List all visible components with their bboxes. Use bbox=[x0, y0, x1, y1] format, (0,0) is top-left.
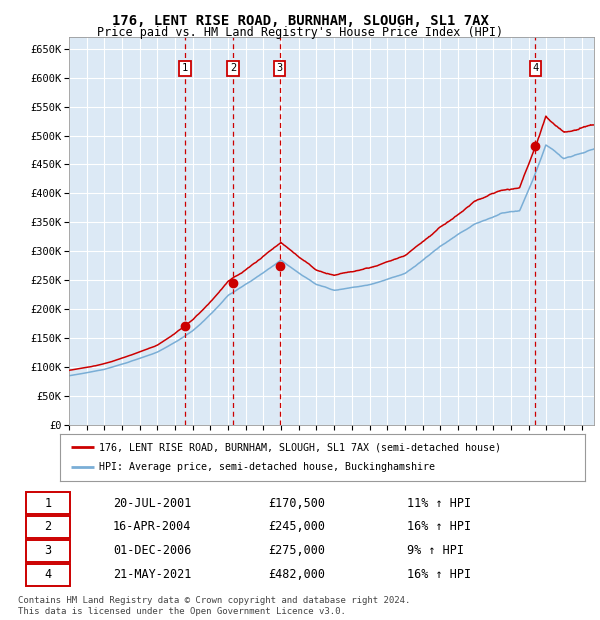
Text: 20-JUL-2001: 20-JUL-2001 bbox=[113, 497, 191, 510]
Text: £482,000: £482,000 bbox=[268, 569, 325, 581]
Text: 3: 3 bbox=[277, 63, 283, 73]
Text: £275,000: £275,000 bbox=[268, 544, 325, 557]
Text: 4: 4 bbox=[532, 63, 538, 73]
Text: £170,500: £170,500 bbox=[268, 497, 325, 510]
Text: 16% ↑ HPI: 16% ↑ HPI bbox=[407, 569, 470, 581]
Text: £245,000: £245,000 bbox=[268, 521, 325, 533]
Text: HPI: Average price, semi-detached house, Buckinghamshire: HPI: Average price, semi-detached house,… bbox=[100, 463, 436, 472]
FancyBboxPatch shape bbox=[26, 516, 70, 538]
Text: 9% ↑ HPI: 9% ↑ HPI bbox=[407, 544, 464, 557]
Text: 16% ↑ HPI: 16% ↑ HPI bbox=[407, 521, 470, 533]
Text: 176, LENT RISE ROAD, BURNHAM, SLOUGH, SL1 7AX: 176, LENT RISE ROAD, BURNHAM, SLOUGH, SL… bbox=[112, 14, 488, 28]
Text: Price paid vs. HM Land Registry's House Price Index (HPI): Price paid vs. HM Land Registry's House … bbox=[97, 26, 503, 39]
Text: 176, LENT RISE ROAD, BURNHAM, SLOUGH, SL1 7AX (semi-detached house): 176, LENT RISE ROAD, BURNHAM, SLOUGH, SL… bbox=[100, 442, 502, 452]
Text: 01-DEC-2006: 01-DEC-2006 bbox=[113, 544, 191, 557]
FancyBboxPatch shape bbox=[26, 492, 70, 514]
FancyBboxPatch shape bbox=[26, 540, 70, 562]
Text: 16-APR-2004: 16-APR-2004 bbox=[113, 521, 191, 533]
Text: 2: 2 bbox=[230, 63, 236, 73]
Text: 2: 2 bbox=[44, 521, 52, 533]
Text: 1: 1 bbox=[182, 63, 188, 73]
FancyBboxPatch shape bbox=[26, 564, 70, 585]
Text: 1: 1 bbox=[44, 497, 52, 510]
Text: 3: 3 bbox=[44, 544, 52, 557]
Text: 11% ↑ HPI: 11% ↑ HPI bbox=[407, 497, 470, 510]
Text: 4: 4 bbox=[44, 569, 52, 581]
Text: Contains HM Land Registry data © Crown copyright and database right 2024.
This d: Contains HM Land Registry data © Crown c… bbox=[18, 596, 410, 616]
Text: 21-MAY-2021: 21-MAY-2021 bbox=[113, 569, 191, 581]
